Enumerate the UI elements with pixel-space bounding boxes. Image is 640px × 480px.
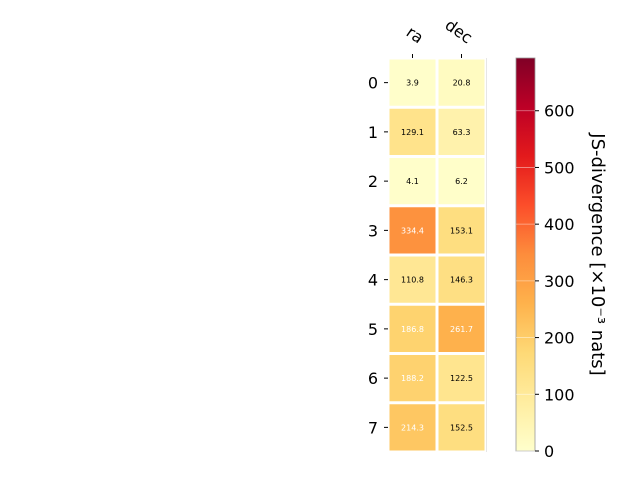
cell-value-label: 4.1 [406, 177, 419, 186]
row-tick-label: 7 [368, 418, 378, 437]
cell-value-label: 20.8 [453, 79, 471, 88]
heatmap-cell [438, 404, 485, 451]
cell-value-label: 334.4 [401, 226, 424, 235]
cell-value-label: 63.3 [453, 128, 471, 137]
colorbar-tick-label: 0 [544, 442, 554, 461]
colorbar-gradient [515, 57, 536, 452]
heatmap-cell [389, 207, 436, 254]
heatmap-cell [438, 59, 485, 106]
heatmap-cell [438, 256, 485, 303]
column-tick-label: dec [442, 15, 476, 47]
colorbar-tick-label: 200 [544, 329, 575, 348]
row-tick-label: 2 [368, 172, 378, 191]
colorbar-ticks: 0 100 200 300 400 500 600 [516, 102, 575, 461]
cell-value-label: 3.9 [406, 79, 419, 88]
row-tick-label: 3 [368, 221, 378, 240]
row-labels: 0 1 2 3 4 5 6 7 [368, 74, 388, 437]
heatmap-cell [438, 355, 485, 402]
row-tick-label: 0 [368, 74, 378, 93]
colorbar-tick-label: 600 [544, 102, 575, 121]
heatmap-cell [438, 305, 485, 352]
heatmap-cell [438, 207, 485, 254]
cell-value-label: 186.8 [401, 325, 424, 334]
cell-value-label: 146.3 [450, 276, 473, 285]
heatmap-cell [389, 59, 436, 106]
colorbar-tick-label: 100 [544, 385, 575, 404]
cell-value-label: 129.1 [401, 128, 424, 137]
row-tick-label: 5 [368, 320, 378, 339]
cell-value-label: 6.2 [455, 177, 468, 186]
heatmap-cell [389, 108, 436, 155]
row-tick-label: 1 [368, 123, 378, 142]
heatmap-cell [389, 404, 436, 451]
cell-value-label: 153.1 [450, 226, 473, 235]
colorbar-label: JS-divergence [×10⁻³ nats] [587, 132, 608, 375]
cell-value-label: 261.7 [450, 325, 473, 334]
heatmap-cell [438, 158, 485, 205]
heatmap-cell [389, 355, 436, 402]
column-labels: ra dec [403, 15, 476, 58]
colorbar-tick-label: 500 [544, 158, 575, 177]
heatmap-cell [389, 305, 436, 352]
row-tick-label: 6 [368, 369, 378, 388]
cell-value-label: 188.2 [401, 374, 424, 383]
cell-value-label: 122.5 [450, 374, 473, 383]
heatmap-cell [389, 158, 436, 205]
cell-value-label: 152.5 [450, 423, 473, 432]
column-tick-label: ra [403, 22, 427, 47]
heatmap-cell [389, 256, 436, 303]
cell-value-label: 110.8 [401, 276, 424, 285]
row-tick-label: 4 [368, 271, 378, 290]
colorbar-tick-label: 400 [544, 215, 575, 234]
colorbar-tick-label: 300 [544, 272, 575, 291]
heatmap-grid: 3.9 20.8 129.1 63.3 4.1 6.2 334.4 153.1 110.8 146… [389, 58, 487, 452]
cell-value-label: 214.3 [401, 423, 424, 432]
heatmap-cell [438, 108, 485, 155]
colorbar: 0 100 200 300 400 500 600 JS-divergence [×10⁻³… [515, 57, 608, 461]
